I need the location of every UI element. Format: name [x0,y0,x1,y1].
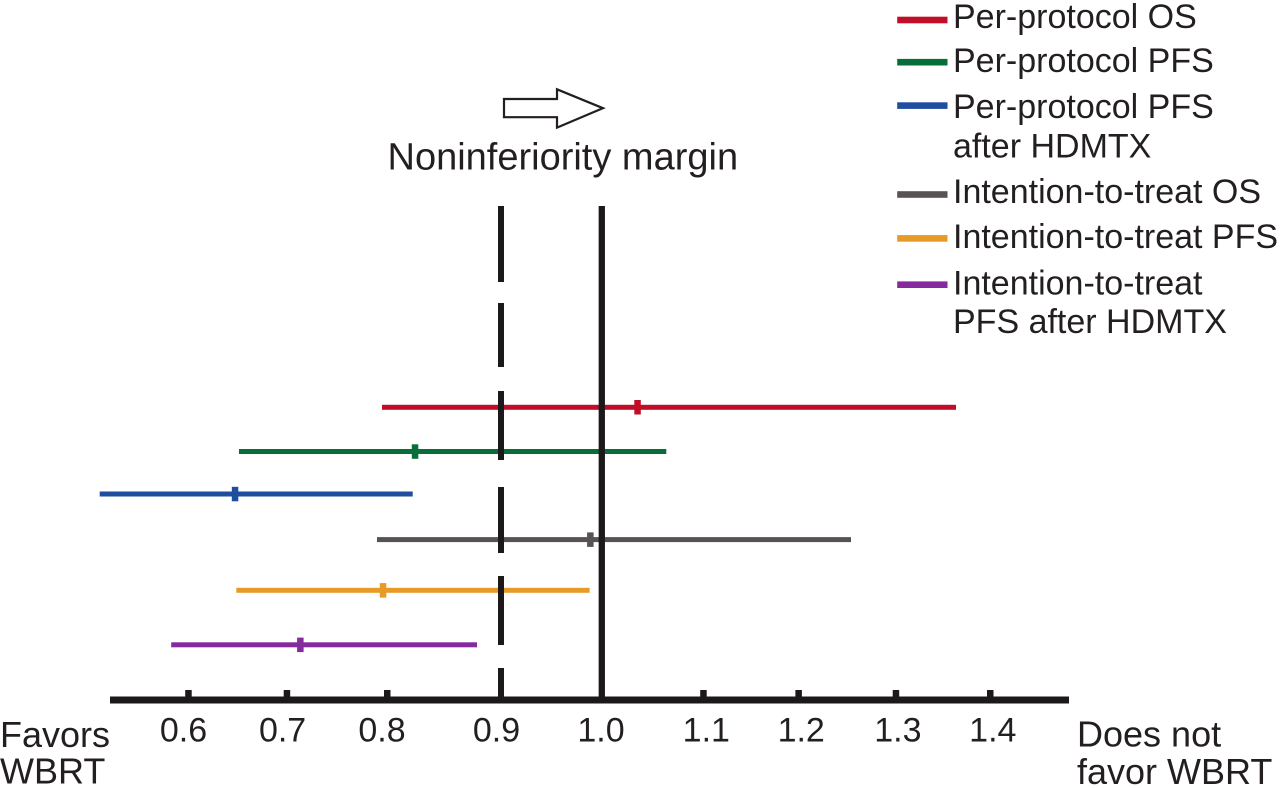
svg-text:1.0: 1.0 [577,712,624,750]
svg-text:1.4: 1.4 [969,712,1016,750]
svg-text:Favors: Favors [0,714,110,755]
svg-text:0.7: 0.7 [259,712,306,750]
svg-text:Noninferiority margin: Noninferiority margin [388,136,739,178]
svg-text:Per-protocol OS: Per-protocol OS [953,0,1197,36]
svg-text:Intention-to-treat OS: Intention-to-treat OS [953,173,1261,211]
svg-text:0.9: 0.9 [473,712,520,750]
svg-text:1.3: 1.3 [874,712,921,750]
svg-text:Intention-to-treat PFS: Intention-to-treat PFS [953,218,1278,256]
svg-text:Per-protocol PFS: Per-protocol PFS [953,88,1214,126]
svg-text:WBRT: WBRT [0,751,105,788]
svg-text:Does not: Does not [1077,714,1221,755]
svg-text:0.8: 0.8 [358,712,405,750]
svg-text:after HDMTX: after HDMTX [953,128,1151,166]
svg-text:favor WBRT: favor WBRT [1077,751,1272,788]
svg-text:Intention-to-treat: Intention-to-treat [953,264,1203,302]
svg-text:1.2: 1.2 [778,712,825,750]
svg-text:PFS after HDMTX: PFS after HDMTX [953,303,1227,341]
svg-text:1.1: 1.1 [683,712,730,750]
svg-text:0.6: 0.6 [160,712,207,750]
svg-text:Per-protocol PFS: Per-protocol PFS [953,42,1214,80]
